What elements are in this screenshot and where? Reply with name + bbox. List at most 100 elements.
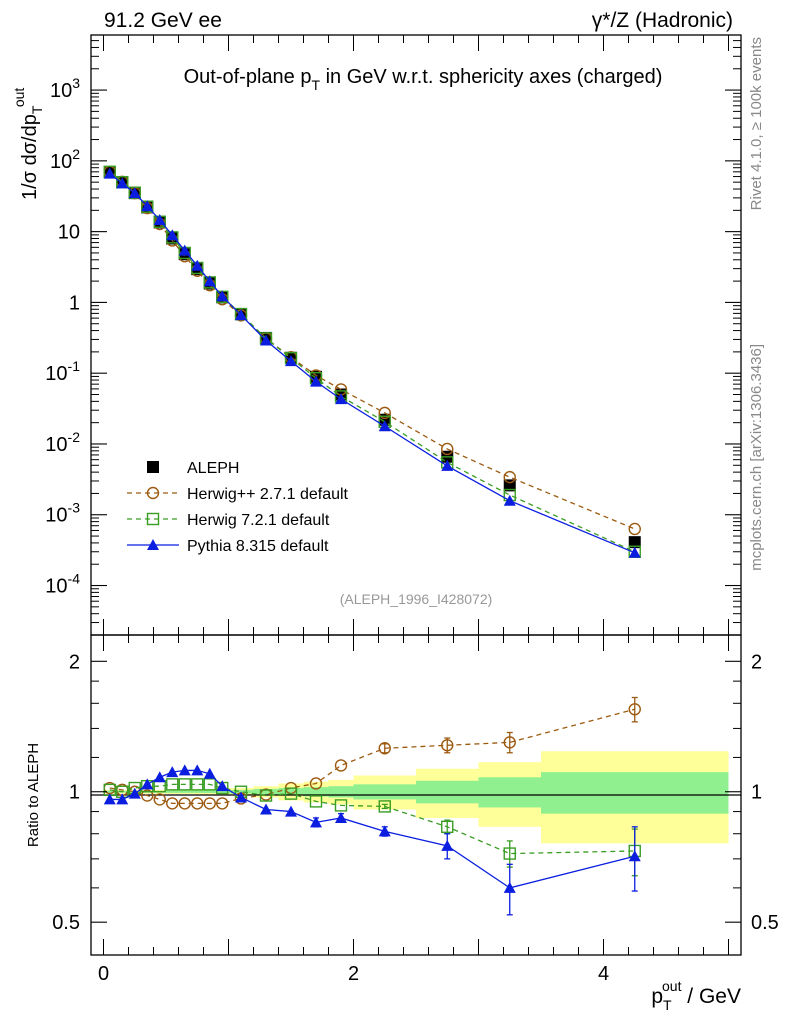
point-pythia-8-315-default	[310, 375, 322, 387]
process-label: γ*/Z (Hadronic)	[592, 9, 733, 32]
ratio-point-herwig-2-7-1-default	[153, 793, 166, 806]
ratio-series-herwig-2-7-1-default	[103, 696, 641, 810]
ratio-y-tick-label-right: 0.5	[751, 912, 779, 934]
ratio-point-pythia-8-315-default	[285, 805, 297, 817]
legend-label: ALEPH	[187, 460, 239, 477]
ratio-point-pythia-8-315-default	[335, 811, 347, 823]
point-herwig-2-7-1-default	[441, 442, 454, 456]
series-herwig-2-7-1-default	[103, 165, 641, 536]
ratio-point-pythia-8-315-default	[141, 778, 154, 790]
ratio-point-herwig-7-2-1-default	[166, 778, 179, 791]
main-y-tick-label: 10-2	[45, 429, 80, 456]
series-pythia-8-315-default	[103, 167, 641, 558]
ratio-point-herwig-2-7-1-default	[309, 777, 323, 790]
ratio-point-pythia-8-315-default	[128, 787, 141, 799]
ratio-point-herwig-2-7-1-default	[141, 789, 154, 802]
band-inner	[416, 780, 479, 804]
point-herwig-2-7-1-default	[378, 406, 391, 420]
ratio-point-herwig-2-7-1-default	[334, 759, 348, 772]
main-y-tick-label: 103	[50, 75, 80, 102]
point-pythia-8-315-default	[503, 494, 516, 506]
main-y-tick-label: 10-3	[45, 500, 80, 527]
legend-item-herwig-7-2-1-default: Herwig 7.2.1 default	[127, 512, 330, 529]
band-inner	[328, 786, 354, 798]
point-pythia-8-315-default	[141, 200, 154, 212]
band-inner	[103, 790, 116, 793]
ratio-point-herwig-2-7-1-default	[203, 797, 216, 810]
ratio-y-tick-label-left: 2	[69, 651, 80, 673]
ratio-point-pythia-8-315-default	[153, 771, 166, 783]
x-tick-label: 0	[98, 963, 109, 985]
point-pythia-8-315-default	[260, 334, 272, 346]
point-pythia-8-315-default	[128, 187, 141, 199]
legend-label: Pythia 8.315 default	[187, 538, 329, 555]
ratio-point-herwig-7-2-1-default	[334, 799, 348, 812]
energy-label: 91.2 GeV ee	[104, 9, 222, 32]
ratio-point-pythia-8-315-default	[191, 764, 204, 776]
ratio-point-herwig-7-2-1-default	[378, 800, 391, 813]
ratio-point-pythia-8-315-default	[441, 839, 454, 851]
point-pythia-8-315-default	[153, 214, 166, 226]
ratio-point-herwig-2-7-1-default	[191, 797, 204, 810]
ratio-frame	[90, 634, 742, 956]
point-pythia-8-315-default	[285, 355, 297, 367]
ratio-point-pythia-8-315-default	[310, 816, 322, 828]
ratio-point-herwig-7-2-1-default	[503, 847, 516, 860]
main-marks	[103, 165, 641, 558]
ratio-point-herwig-7-2-1-default	[191, 778, 204, 791]
main-y-tick-label: 10-1	[45, 358, 80, 385]
ratio-point-pythia-8-315-default	[628, 850, 641, 862]
ratio-point-herwig-2-7-1-default	[378, 742, 391, 755]
ratio-point-herwig-7-2-1-default	[178, 778, 191, 791]
legend-item-herwig-2-7-1-default: Herwig++ 2.7.1 default	[127, 486, 349, 503]
ratio-y-axis-label: Ratio to ALEPH	[25, 743, 42, 847]
ratio-point-herwig-2-7-1-default	[503, 736, 516, 749]
band-inner	[216, 790, 229, 794]
ratio-point-pythia-8-315-default	[203, 767, 216, 779]
ratio-y-tick-label-right: 2	[751, 651, 762, 673]
x-tick-label: 4	[598, 963, 609, 985]
series-aleph	[103, 166, 641, 549]
point-pythia-8-315-default	[103, 167, 116, 179]
main-y-tick-label: 10-4	[45, 571, 80, 598]
legend: ALEPH Herwig++ 2.7.1 default Herwig 7.2.1 …	[127, 460, 349, 555]
band-inner	[203, 790, 216, 794]
rivet-label: Rivet 4.1.0, ≥ 100k events	[748, 37, 765, 210]
ratio-point-herwig-7-2-1-default	[441, 820, 454, 834]
ratio-y-tick-label-left: 0.5	[52, 912, 80, 934]
ratio-point-herwig-7-2-1-default	[203, 778, 216, 791]
ratio-point-herwig-2-7-1-default	[166, 797, 179, 810]
chart-title: Out-of-plane pT in GeV w.r.t. sphericity…	[184, 66, 663, 93]
ratio-axis-ticks: 0.5 0.5 1 1 2 2 0 2 4	[52, 635, 779, 985]
ratio-point-pythia-8-315-default	[235, 791, 247, 803]
point-pythia-8-315-default	[628, 546, 641, 558]
point-pythia-8-315-default	[216, 290, 229, 302]
point-pythia-8-315-default	[441, 459, 454, 471]
main-panel: 10-4 10-3 10-2 10-1 1 10 102 103 Out-of-plane p…	[11, 34, 742, 636]
point-pythia-8-315-default	[378, 420, 391, 432]
x-tick-label: 2	[348, 963, 359, 985]
series-line-herwig-2-7-1-default	[109, 171, 635, 530]
legend-marker	[147, 461, 159, 473]
band-inner	[166, 790, 179, 793]
band-inner	[353, 784, 416, 800]
point-pythia-8-315-default	[116, 177, 129, 189]
ratio-marks	[103, 696, 641, 916]
band-inner	[278, 788, 304, 796]
point-pythia-8-315-default	[335, 393, 347, 405]
ratio-point-pythia-8-315-default	[178, 764, 191, 776]
legend-label: Herwig 7.2.1 default	[187, 512, 330, 529]
ratio-point-herwig-2-7-1-default	[441, 739, 454, 752]
mcplots-label: mcplots.cern.ch [arXiv:1306.3436]	[748, 344, 765, 571]
point-aleph	[628, 536, 641, 549]
point-herwig-2-7-1-default	[628, 522, 641, 536]
point-herwig-2-7-1-default	[503, 470, 516, 484]
legend-label: Herwig++ 2.7.1 default	[187, 486, 349, 503]
ratio-point-pythia-8-315-default	[378, 825, 391, 837]
main-y-tick-label: 102	[50, 146, 80, 173]
ratio-point-herwig-2-7-1-default	[628, 703, 641, 716]
ratio-point-pythia-8-315-default	[260, 803, 272, 815]
ratio-point-herwig-7-2-1-default	[259, 789, 273, 802]
series-herwig-7-2-1-default	[103, 165, 641, 558]
